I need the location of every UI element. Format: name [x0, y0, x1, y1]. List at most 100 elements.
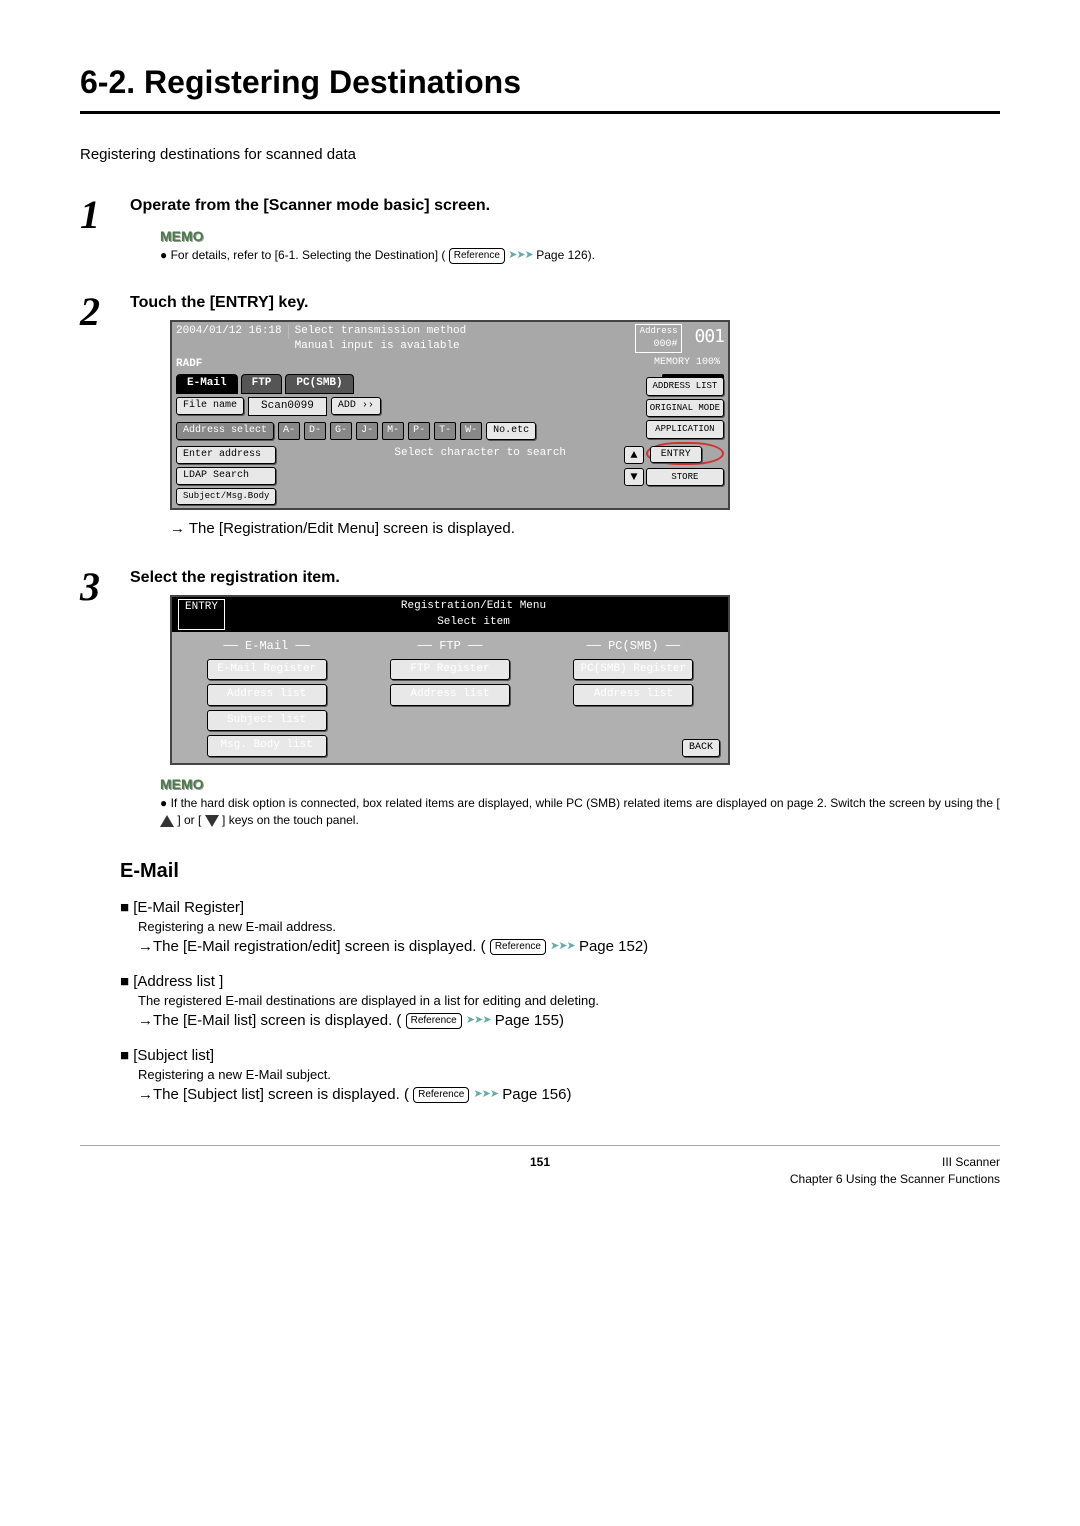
i2-title: [Address list ]: [133, 973, 223, 990]
step-number: 3: [80, 559, 100, 615]
letter-d[interactable]: D-: [304, 422, 326, 440]
address-label: Address: [640, 325, 678, 338]
letter-t[interactable]: T-: [434, 422, 456, 440]
filename-label[interactable]: File name: [176, 397, 244, 415]
reference-button: Reference: [449, 248, 505, 264]
i3-link-b: Page 156): [502, 1086, 571, 1103]
step-2: 2 Touch the [ENTRY] key. 2004/01/12 16:1…: [80, 292, 1000, 539]
memo-text: ● For details, refer to [6-1. Selecting …: [160, 247, 1000, 264]
step2-result: → The [Registration/Edit Menu] screen is…: [170, 518, 1000, 539]
address-list-button[interactable]: ADDRESS LIST: [646, 377, 724, 396]
item-email-register: ■ [E-Mail Register] Registering a new E-…: [120, 897, 1000, 957]
i3-title: [Subject list]: [133, 1047, 214, 1064]
back-button[interactable]: BACK: [682, 739, 720, 757]
arrow-icon: ➤➤➤: [466, 1013, 491, 1028]
memo-label: MEMO: [160, 775, 1000, 795]
header-msg2: Manual input is available: [295, 339, 635, 354]
i2-link-b: Page 155): [495, 1012, 564, 1029]
letter-w[interactable]: W-: [460, 422, 482, 440]
i1-desc: Registering a new E-mail address.: [138, 918, 1000, 936]
footer-line1: III Scanner: [693, 1154, 1000, 1171]
radf-label: RADF: [176, 357, 654, 372]
memory-label: MEMORY 100%: [654, 356, 724, 370]
memo-label: MEMO: [160, 227, 1000, 247]
msgbody-list-button[interactable]: Msg. Body list: [207, 735, 327, 756]
step-1: 1 Operate from the [Scanner mode basic] …: [80, 195, 1000, 264]
page-footer: 151 III Scanner Chapter 6 Using the Scan…: [80, 1145, 1000, 1188]
entry-button[interactable]: ENTRY: [650, 446, 702, 463]
i3-link-a: →The [Subject list] screen is displayed.…: [138, 1086, 409, 1103]
step1-title: Operate from the [Scanner mode basic] sc…: [130, 195, 1000, 217]
step-3: 3 Select the registration item. ENTRY Re…: [80, 567, 1000, 829]
reference-button: Reference: [406, 1013, 462, 1029]
ldap-button[interactable]: LDAP Search: [176, 467, 276, 485]
subject-body-button[interactable]: Subject/Msg.Body: [176, 488, 276, 505]
reference-button: Reference: [413, 1087, 469, 1103]
col2-label: FTP: [439, 639, 461, 653]
col3-label: PC(SMB): [608, 639, 658, 653]
step-number: 1: [80, 187, 100, 243]
address-num: 000#: [640, 338, 678, 352]
original-mode-button[interactable]: ORIGINAL MODE: [646, 399, 724, 418]
tab-email[interactable]: E-Mail: [176, 374, 238, 393]
arrow-icon: ➤➤➤: [508, 248, 533, 263]
footer-line2: Chapter 6 Using the Scanner Functions: [693, 1171, 1000, 1188]
i1-title: [E-Mail Register]: [133, 899, 244, 916]
scr2-title-b: Select item: [225, 615, 722, 630]
item-subject-list: ■ [Subject list] Registering a new E-Mai…: [120, 1045, 1000, 1105]
letter-j[interactable]: J-: [356, 422, 378, 440]
scr2-title-a: Registration/Edit Menu: [225, 599, 722, 614]
tab-pcsmb[interactable]: PC(SMB): [285, 374, 353, 393]
i1-link-b: Page 152): [579, 938, 648, 955]
memo3-c: ] keys on the touch panel.: [222, 813, 359, 827]
section-title: 6-2. Registering Destinations: [80, 60, 1000, 114]
registration-menu-screen: ENTRY Registration/Edit Menu Select item…: [170, 595, 730, 765]
tab-ftp[interactable]: FTP: [241, 374, 283, 393]
i2-desc: The registered E-mail destinations are d…: [138, 992, 1000, 1010]
down-arrow-icon: [205, 815, 219, 827]
char-search-text: Select character to search: [280, 446, 620, 461]
email-heading: E-Mail: [120, 857, 1000, 885]
datetime: 2004/01/12 16:18: [176, 324, 289, 339]
letter-a[interactable]: A-: [278, 422, 300, 440]
noetc-button[interactable]: No.etc: [486, 422, 536, 440]
address-select-button[interactable]: Address select: [176, 422, 274, 440]
i3-desc: Registering a new E-Mail subject.: [138, 1066, 1000, 1084]
filename-value: Scan0099: [248, 397, 327, 416]
subject-list-button[interactable]: Subject list: [207, 710, 327, 731]
down-button[interactable]: ▼: [624, 468, 644, 486]
col1-label: E-Mail: [245, 639, 288, 653]
arrow-icon: ➤➤➤: [473, 1087, 498, 1102]
arrow-icon: ➤➤➤: [550, 939, 575, 954]
header-msg1: Select transmission method: [295, 324, 635, 339]
memo1-text-a: For details, refer to [6-1. Selecting th…: [171, 248, 446, 262]
step-number: 2: [80, 284, 100, 340]
add-button[interactable]: ADD ››: [331, 397, 381, 415]
reference-button: Reference: [490, 939, 546, 955]
up-button[interactable]: ▲: [624, 446, 644, 464]
pcsmb-register-button[interactable]: PC(SMB) Register: [573, 659, 693, 680]
counter: 001: [694, 324, 724, 349]
intro-text: Registering destinations for scanned dat…: [80, 144, 1000, 165]
step3-title: Select the registration item.: [130, 567, 1000, 589]
up-arrow-icon: [160, 815, 174, 827]
ftp-addrlist-button[interactable]: Address list: [390, 684, 510, 705]
letter-g[interactable]: G-: [330, 422, 352, 440]
scanner-screen: 2004/01/12 16:18 Select transmission met…: [170, 320, 730, 510]
entry-header: ENTRY: [178, 599, 225, 630]
pcsmb-addrlist-button[interactable]: Address list: [573, 684, 693, 705]
memo3-a: If the hard disk option is connected, bo…: [171, 796, 1000, 810]
enter-address-button[interactable]: Enter address: [176, 446, 276, 464]
ftp-register-button[interactable]: FTP Register: [390, 659, 510, 680]
i1-link-a: →The [E-Mail registration/edit] screen i…: [138, 938, 486, 955]
step2-title: Touch the [ENTRY] key.: [130, 292, 1000, 314]
memo3-text: ● If the hard disk option is connected, …: [160, 795, 1000, 829]
i2-link-a: →The [E-Mail list] screen is displayed. …: [138, 1012, 401, 1029]
store-button[interactable]: STORE: [646, 468, 724, 487]
email-register-button[interactable]: E-Mail Register: [207, 659, 327, 680]
page-number: 151: [387, 1154, 694, 1188]
letter-p[interactable]: P-: [408, 422, 430, 440]
application-button[interactable]: APPLICATION: [646, 420, 724, 439]
email-addrlist-button[interactable]: Address list: [207, 684, 327, 705]
letter-m[interactable]: M-: [382, 422, 404, 440]
